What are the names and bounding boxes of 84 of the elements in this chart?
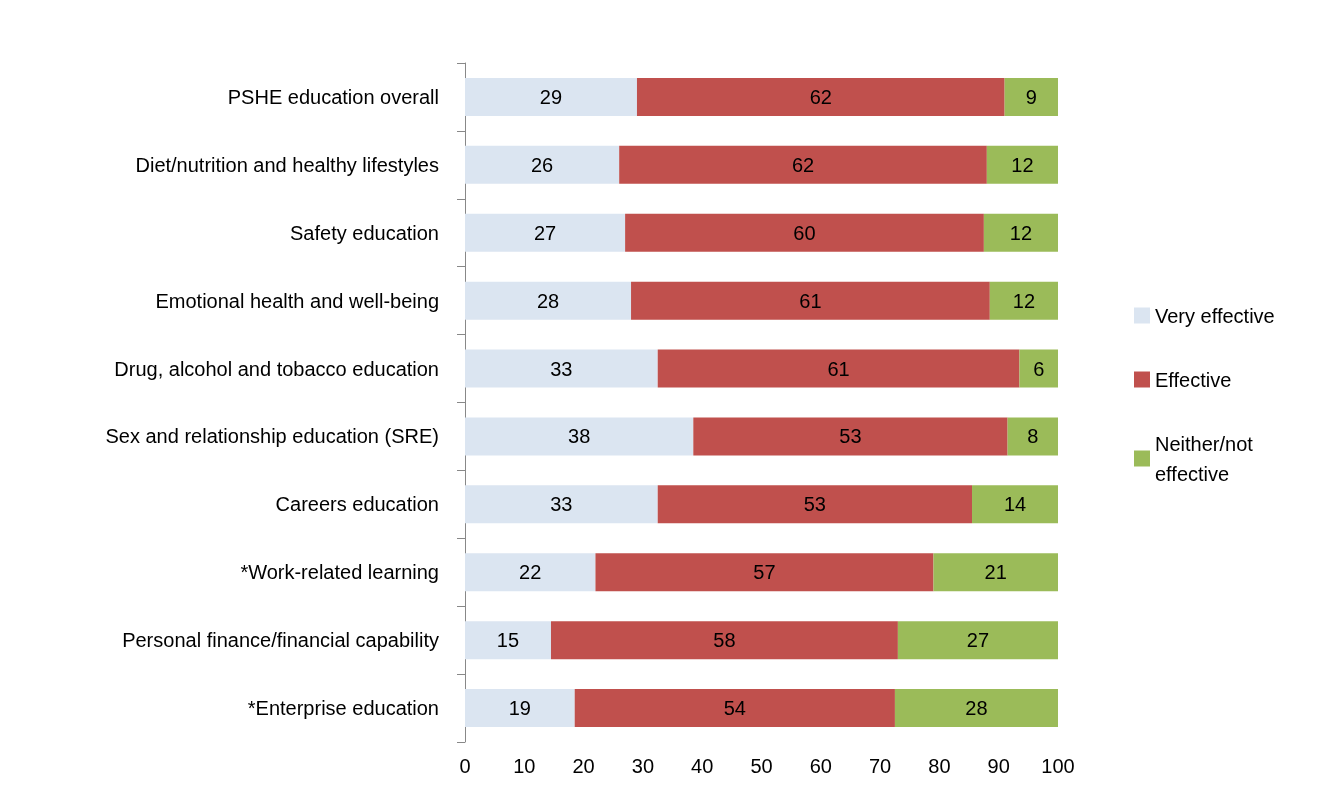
bar bbox=[636, 77, 1005, 116]
bar bbox=[897, 621, 1058, 660]
y-tick-label: Sex and relationship education (SRE) bbox=[105, 425, 439, 448]
x-tick-label: 50 bbox=[750, 755, 773, 777]
bar bbox=[1004, 77, 1058, 116]
data-label: 61 bbox=[827, 357, 850, 380]
data-label: 38 bbox=[568, 425, 591, 448]
bar bbox=[595, 553, 934, 592]
y-tick-label: Personal finance/financial capability bbox=[122, 629, 439, 652]
bar bbox=[983, 213, 1058, 252]
bar bbox=[465, 281, 632, 320]
bar bbox=[693, 417, 1008, 456]
y-tick-label: PSHE education overall bbox=[227, 85, 439, 108]
data-label: 28 bbox=[536, 289, 560, 312]
data-label: 62 bbox=[809, 85, 832, 108]
bar bbox=[465, 349, 658, 388]
legend-label: Neither/not effective bbox=[1155, 432, 1259, 485]
data-label: 33 bbox=[550, 493, 573, 516]
data-label: 12 bbox=[1012, 289, 1036, 312]
data-label: 12 bbox=[1011, 153, 1034, 176]
bar bbox=[1019, 349, 1058, 388]
x-tick-label: 60 bbox=[809, 755, 832, 777]
data-label: 54 bbox=[723, 697, 746, 720]
bar bbox=[989, 281, 1058, 320]
x-tick-label: 90 bbox=[987, 755, 1010, 777]
data-label: 12 bbox=[1009, 221, 1033, 244]
legend-label: Effective bbox=[1155, 368, 1232, 391]
data-label: 33 bbox=[550, 357, 573, 380]
data-label: 58 bbox=[713, 629, 736, 652]
x-tick-label: 40 bbox=[691, 755, 714, 777]
data-label: 9 bbox=[1025, 85, 1037, 108]
data-label: 14 bbox=[1003, 493, 1027, 516]
bar bbox=[631, 281, 990, 320]
x-tick-label: 80 bbox=[928, 755, 951, 777]
y-tick-label: Careers education bbox=[275, 493, 439, 516]
bar bbox=[933, 553, 1058, 592]
data-label: 53 bbox=[839, 425, 862, 448]
bar bbox=[625, 213, 984, 252]
y-tick-label: Drug, alcohol and tobacco education bbox=[114, 357, 439, 380]
bar bbox=[972, 485, 1058, 524]
y-tick-label: Diet/nutrition and healthy lifestyles bbox=[135, 153, 439, 176]
x-tick-label: 20 bbox=[572, 755, 595, 777]
bar bbox=[465, 213, 626, 252]
bar bbox=[465, 689, 575, 728]
legend-label: Very effective bbox=[1155, 304, 1275, 327]
bar bbox=[657, 485, 973, 524]
data-label: 21 bbox=[984, 561, 1007, 584]
data-label: 61 bbox=[799, 289, 822, 312]
x-tick-label: 100 bbox=[1041, 755, 1075, 777]
data-label: 62 bbox=[791, 153, 815, 176]
bar bbox=[465, 621, 551, 660]
bar bbox=[894, 689, 1058, 728]
data-label: 57 bbox=[753, 561, 776, 584]
bar bbox=[619, 145, 987, 184]
bar bbox=[465, 485, 658, 524]
data-label: 6 bbox=[1033, 357, 1045, 380]
y-tick-label: *Work-related learning bbox=[240, 561, 439, 584]
x-tick-label: 10 bbox=[513, 755, 536, 777]
bar bbox=[465, 77, 637, 116]
bar bbox=[465, 145, 620, 184]
bar bbox=[986, 145, 1058, 184]
bar bbox=[1007, 417, 1058, 456]
y-tick-label: Emotional health and well-being bbox=[155, 289, 439, 312]
data-label: 27 bbox=[966, 629, 990, 652]
bar bbox=[550, 621, 898, 660]
data-label: 19 bbox=[508, 697, 531, 720]
x-tick-label: 30 bbox=[631, 755, 655, 777]
data-label: 60 bbox=[793, 221, 816, 244]
bar bbox=[465, 553, 596, 592]
data-label: 26 bbox=[530, 153, 554, 176]
data-label: 27 bbox=[533, 221, 557, 244]
bar bbox=[465, 417, 694, 456]
x-tick-label: 70 bbox=[868, 755, 892, 777]
data-label: 15 bbox=[496, 629, 520, 652]
y-tick-label: Safety education bbox=[290, 221, 439, 244]
data-label: 28 bbox=[965, 697, 988, 720]
bar bbox=[657, 349, 1020, 388]
bar bbox=[574, 689, 895, 728]
data-label: 22 bbox=[519, 561, 542, 584]
data-label: 29 bbox=[539, 85, 563, 108]
data-label: 8 bbox=[1027, 425, 1039, 448]
x-tick-label: 0 bbox=[459, 755, 471, 777]
data-label: 53 bbox=[803, 493, 826, 516]
y-tick-label: *Enterprise education bbox=[247, 697, 439, 720]
